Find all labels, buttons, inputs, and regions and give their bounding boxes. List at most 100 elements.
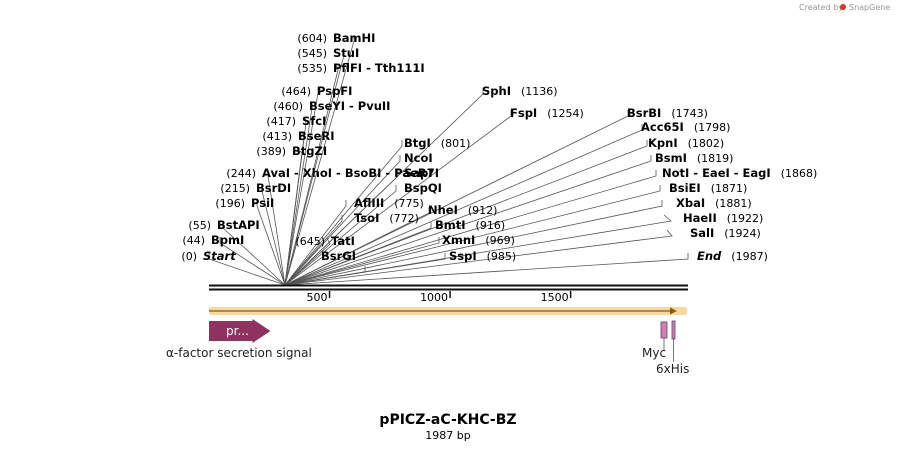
site-name: BpmI [211,233,244,247]
site-position: (545) [297,47,327,60]
credit-text: Created by [799,3,843,12]
site-line-fspi [284,110,512,286]
plasmid-length: 1987 bp [425,429,470,442]
site-label-pflfi-tth111i[interactable]: PflFI - Tth111I (535) [297,61,424,75]
site-line-bseyi-pvuii [284,102,313,286]
site-position: (1819) [697,152,734,165]
site-line-bsrbi [284,110,629,286]
site-line-end [284,253,689,286]
site-position: (413) [262,130,292,143]
site-label-bamhi[interactable]: BamHI (604) [297,31,375,45]
site-label-pspfi[interactable]: PspFI (464) [281,84,352,98]
site-label-haeii[interactable]: HaeII (1922) [683,211,763,225]
site-label-sapi[interactable]: SapI [404,166,433,180]
feature-6xhis[interactable]: 6xHis [656,320,689,376]
site-label-bspqi[interactable]: BspQI [404,181,442,195]
site-name: TatI [331,234,355,248]
site-name: PsiI [251,196,274,210]
site-label-noti-eaei-eagi[interactable]: NotI - EaeI - EagI (1868) [662,166,817,180]
site-name: KpnI [648,136,678,150]
site-label-kpni[interactable]: KpnI (1802) [648,136,724,150]
site-label-end[interactable]: End (1987) [697,249,768,263]
snapgene-credit: Created by SnapGene [799,3,890,12]
site-label-bsrdi[interactable]: BsrDI (215) [220,181,291,195]
tick-label-500: 500 [307,291,328,304]
site-position: (775) [394,197,424,210]
site-label-tsoi[interactable]: TsoI (772) [354,211,419,225]
site-label-bmti[interactable]: BmtI (916) [435,218,505,232]
site-position: (1798) [694,121,731,134]
site-label-btgzi[interactable]: BtgZI (389) [256,144,327,158]
site-name: BsrBI [627,106,661,120]
site-label-ncoi[interactable]: NcoI [404,151,433,165]
site-label-bsrbi[interactable]: BsrBI (1743) [627,106,708,120]
site-label-xmni[interactable]: XmnI (969) [442,233,515,247]
site-name: SspI [449,249,477,263]
site-label-sspi[interactable]: SspI (985) [449,249,516,263]
ruler-ticks: 500 1000 1500 [307,291,572,304]
site-label-bstapi[interactable]: BstAPI (55) [188,218,259,232]
site-name: SalI [690,226,714,240]
site-name: PspFI [317,84,352,98]
site-position: (535) [297,62,327,75]
site-name: FspI [510,106,537,120]
site-line-pspfi [284,87,319,286]
site-line-afliii [284,200,347,286]
site-position: (196) [215,197,245,210]
site-label-avai-xhoi-bsobi-paer7i[interactable]: AvaI - XhoI - BsoBI - PaeR7I (244) [226,166,439,180]
feature-myc[interactable]: Myc [642,321,668,360]
site-line-sali [284,229,673,286]
site-line-psii [256,200,286,286]
site-name: PflFI - Tth111I [333,61,425,75]
site-label-acc65i[interactable]: Acc65I (1798) [641,120,730,134]
site-line-xbai [284,200,663,286]
site-position: (604) [297,32,327,45]
site-name: NcoI [404,151,433,165]
site-position: (460) [273,100,303,113]
feature-factor-secretion-signal[interactable]: pr... α-factor secretion signal [166,319,312,360]
site-label-sphi[interactable]: SphI (1136) [482,84,558,98]
site-label-tati[interactable]: TatI (645) [295,234,355,248]
site-label-start[interactable]: Start (0) [181,249,236,263]
site-name: BseYI - PvuII [309,99,390,113]
site-label-nhei[interactable]: NheI (912) [428,203,497,217]
site-label-sali[interactable]: SalI (1924) [690,226,761,240]
site-line-kpni [284,140,648,286]
site-line-acc65i [284,124,643,286]
site-line-bsrdi [261,185,286,286]
site-position: (417) [266,115,296,128]
site-label-bseyi-pvuii[interactable]: BseYI - PvuII (460) [273,99,390,113]
site-position: (912) [468,204,498,217]
site-label-bsiei[interactable]: BsiEI (1871) [669,181,747,195]
orf-track[interactable] [209,307,687,315]
site-position: (772) [389,212,419,225]
site-label-afliii[interactable]: AflIII (775) [354,196,424,210]
site-label-psii[interactable]: PsiI (196) [215,196,274,210]
feature-label: 6xHis [656,362,689,376]
plasmid-title: pPICZ-aC-KHC-BZ [379,412,516,428]
site-position: (389) [256,145,286,158]
site-line-start [208,253,286,286]
site-position: (1868) [781,167,818,180]
site-name: XbaI [676,196,705,210]
features: pr... α-factor secretion signal Myc 6xHis [166,319,689,376]
site-line-noti-eaei-eagi [284,170,657,286]
site-position: (1881) [715,197,752,210]
site-name: BamHI [333,31,375,45]
site-label-bsrgi[interactable]: BsrGI [321,249,356,263]
site-label-fspi[interactable]: FspI (1254) [510,106,584,120]
site-line-pflfi-tth111i [284,63,339,286]
site-label-bpmi[interactable]: BpmI (44) [182,233,244,247]
site-label-xbai[interactable]: XbaI (1881) [676,196,752,210]
site-label-bseri[interactable]: BseRI (413) [262,129,334,143]
site-line-bsmi [284,155,652,286]
orf-arrow-icon [670,307,677,315]
site-label-bsmi[interactable]: BsmI (1819) [655,151,733,165]
tick-label-1500: 1500 [541,291,569,304]
site-label-sfci[interactable]: SfcI (417) [266,114,326,128]
site-label-stui[interactable]: StuI (545) [297,46,359,60]
site-line-bspqi [284,185,397,286]
feature-label: α-factor secretion signal [166,346,312,360]
site-name: Start [203,249,236,263]
site-label-btgi[interactable]: BtgI (801) [404,136,470,150]
